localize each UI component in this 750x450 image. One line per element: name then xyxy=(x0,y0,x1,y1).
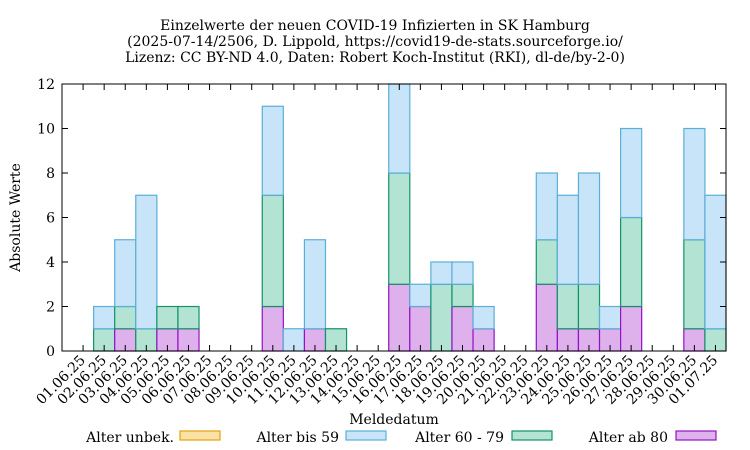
bar-segment xyxy=(620,127,643,219)
legend-swatch xyxy=(345,430,387,441)
legend-label: Alter unbek. xyxy=(85,430,174,446)
bar-segment xyxy=(156,305,179,330)
chart-title-line: Einzelwerte der neuen COVID-19 Infiziert… xyxy=(160,18,590,34)
bar-segment xyxy=(261,194,284,308)
y-tick-label: 8 xyxy=(46,166,55,182)
bar-segment xyxy=(451,305,474,352)
y-tick-label: 0 xyxy=(46,344,55,360)
chart-title-line: (2025-07-14/2506, D. Lippold, https://co… xyxy=(127,34,623,50)
bar-segment xyxy=(409,305,432,352)
bar-segment xyxy=(577,283,601,330)
bar-segment xyxy=(430,283,453,352)
legend-label: Alter ab 80 xyxy=(588,430,668,446)
bar-segment xyxy=(535,172,558,241)
y-tick-label: 10 xyxy=(37,122,55,138)
chart-title-line: Lizenz: CC BY-ND 4.0, Daten: Robert Koch… xyxy=(125,50,625,66)
bar-segment xyxy=(114,305,137,330)
y-axis: 0 2 4 6 8 10 12 xyxy=(37,77,726,360)
bar-segment xyxy=(451,283,474,308)
bar-segment xyxy=(451,261,474,285)
legend-label: Alter bis 59 xyxy=(255,430,339,446)
bar-segment xyxy=(261,305,284,352)
bar-segment xyxy=(577,172,601,285)
legend-swatch xyxy=(675,430,717,441)
bar-segment xyxy=(135,194,158,330)
bar-segment xyxy=(261,105,284,196)
y-tick-label: 2 xyxy=(46,300,55,316)
bar-segment xyxy=(388,172,411,285)
bar-segment xyxy=(683,127,706,241)
legend: Alter unbek. Alter bis 59 Alter 60 - 79 Alt… xyxy=(85,430,717,446)
chart-title: Einzelwerte der neuen COVID-19 Infiziert… xyxy=(125,18,625,66)
bar-segment xyxy=(303,239,327,330)
y-tick-label: 4 xyxy=(46,255,55,271)
y-axis-label: Absolute Werte xyxy=(8,163,24,273)
bar-segment xyxy=(430,261,453,285)
legend-swatch xyxy=(179,430,221,441)
y-tick-label: 12 xyxy=(37,77,55,93)
bar-segment xyxy=(535,283,558,352)
x-axis: 01.06.2502.06.2503.06.2504.06.2505.06.25… xyxy=(34,84,721,408)
bar-segment xyxy=(409,283,432,308)
bars xyxy=(93,83,727,352)
bar-segment xyxy=(556,283,580,330)
y-tick-label: 6 xyxy=(46,211,55,227)
bar-segment xyxy=(620,305,643,352)
x-axis-label: Meldedatum xyxy=(349,412,439,428)
bar-segment xyxy=(556,194,580,285)
legend-label: Alter 60 - 79 xyxy=(414,430,504,446)
bar-segment xyxy=(388,83,411,174)
bar-segment xyxy=(177,305,200,330)
bar-segment xyxy=(620,216,643,308)
bar-segment xyxy=(93,305,116,330)
bar-segment xyxy=(472,305,495,330)
bar-segment xyxy=(114,239,137,308)
legend-swatch xyxy=(511,430,553,441)
bar-segment xyxy=(535,239,558,285)
bar-segment xyxy=(388,283,411,352)
bar-segment xyxy=(598,305,622,330)
bar-segment xyxy=(683,239,706,330)
